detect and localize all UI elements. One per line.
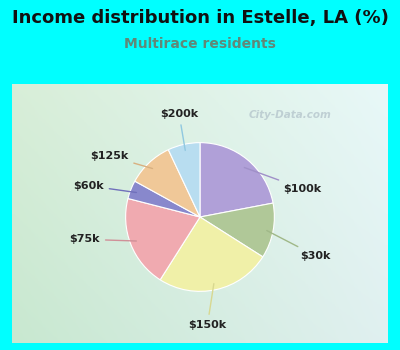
Text: Multirace residents: Multirace residents (124, 37, 276, 51)
Text: City-Data.com: City-Data.com (249, 110, 332, 120)
Text: $100k: $100k (244, 168, 322, 194)
Wedge shape (200, 143, 273, 217)
Text: $60k: $60k (73, 181, 136, 192)
Text: Income distribution in Estelle, LA (%): Income distribution in Estelle, LA (%) (12, 9, 388, 27)
Wedge shape (160, 217, 263, 291)
Text: $75k: $75k (70, 234, 136, 244)
Wedge shape (135, 150, 200, 217)
Text: $200k: $200k (160, 109, 198, 150)
Wedge shape (128, 181, 200, 217)
Text: $150k: $150k (188, 284, 226, 330)
Wedge shape (200, 203, 274, 257)
Wedge shape (126, 198, 200, 280)
Text: $30k: $30k (267, 231, 330, 261)
Text: $125k: $125k (90, 151, 152, 168)
Wedge shape (168, 143, 200, 217)
